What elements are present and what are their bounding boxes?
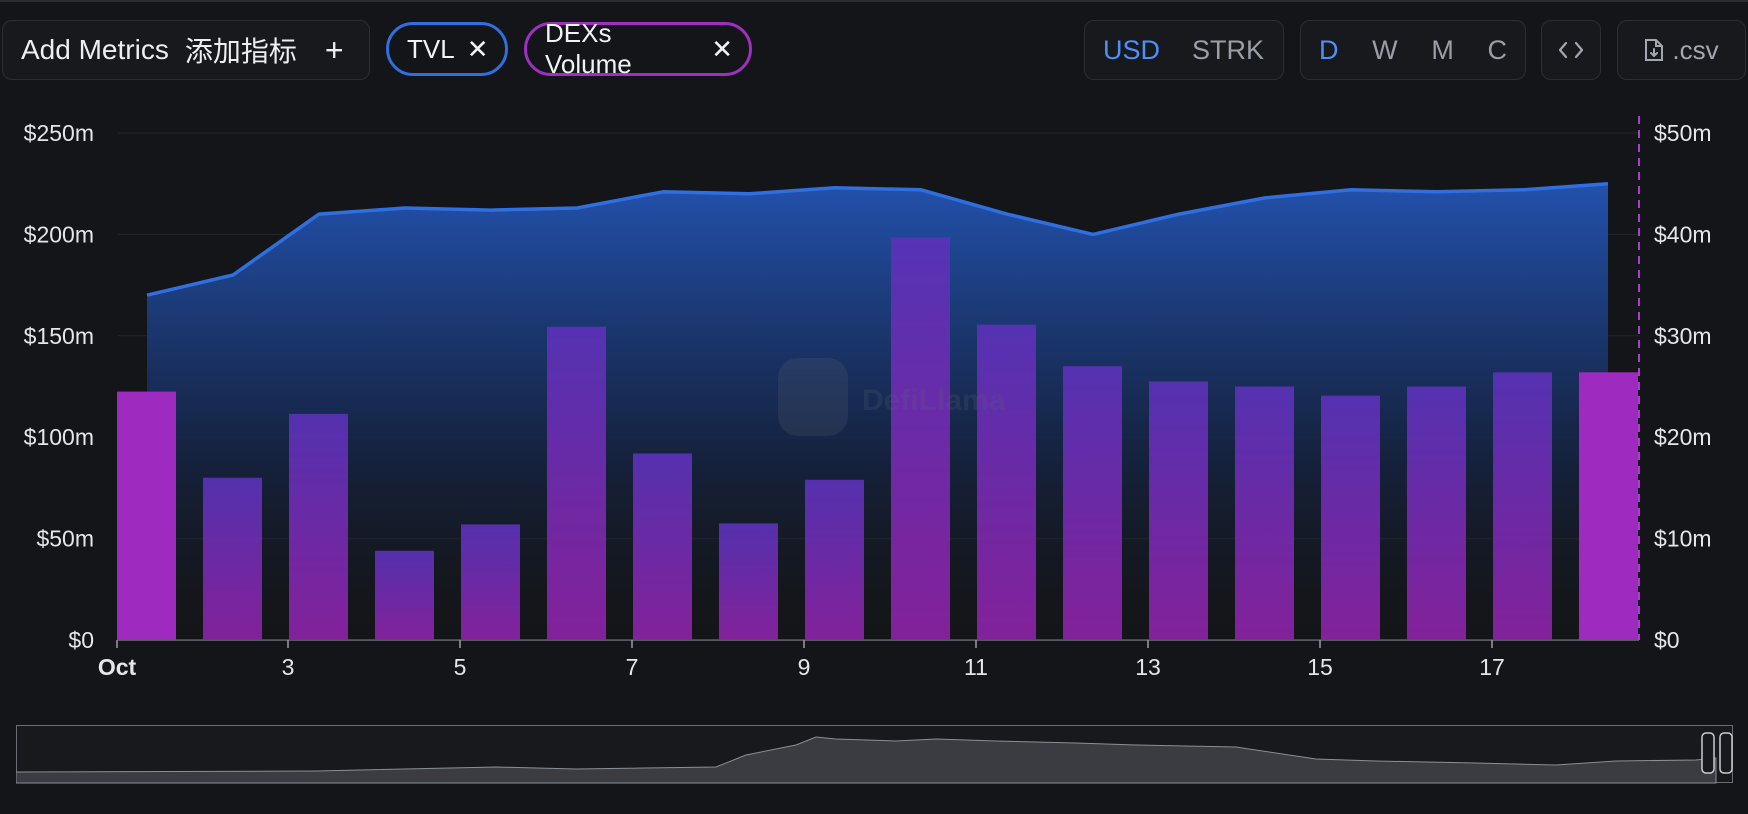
bar-oct-14 bbox=[1235, 386, 1294, 640]
download-file-icon bbox=[1645, 39, 1664, 61]
bar-oct-9 bbox=[805, 479, 864, 640]
right-tick-label: $10m bbox=[1654, 526, 1712, 552]
bar-oct-15 bbox=[1321, 395, 1380, 640]
bar-oct-3 bbox=[289, 413, 348, 640]
right-tick-label: $20m bbox=[1654, 424, 1712, 450]
code-icon bbox=[1558, 41, 1584, 59]
bar-oct-1 bbox=[117, 391, 176, 640]
right-tick-label: $0 bbox=[1654, 627, 1680, 653]
x-tick-label: 5 bbox=[454, 654, 467, 680]
navigator-sparkline bbox=[16, 736, 1717, 784]
left-tick-label: $250m bbox=[24, 120, 94, 146]
metric-pill-label: DEXs Volume bbox=[545, 18, 632, 79]
close-icon[interactable]: ✕ bbox=[711, 34, 733, 64]
bar-oct-6 bbox=[547, 326, 606, 640]
x-axis: Oct 3 5 7 9 11 13 15 17 bbox=[98, 640, 1505, 680]
bar-oct-12 bbox=[1063, 366, 1122, 640]
x-tick-label: 7 bbox=[626, 654, 639, 680]
period-cumulative-option[interactable]: C bbox=[1487, 34, 1508, 65]
bar-oct-4 bbox=[375, 550, 434, 640]
left-tick-label: $50m bbox=[36, 526, 94, 552]
left-axis: $0 $50m $100m $150m $200m $250m bbox=[24, 120, 94, 653]
x-tick-label: 13 bbox=[1135, 654, 1161, 680]
x-tick-label: 3 bbox=[282, 654, 295, 680]
left-tick-label: $200m bbox=[24, 221, 94, 247]
x-tick-label: 9 bbox=[798, 654, 811, 680]
metric-pill-label: TVL bbox=[407, 33, 455, 64]
bar-oct-10 bbox=[891, 237, 950, 640]
period-week-option[interactable]: W bbox=[1372, 34, 1398, 65]
metric-pill-tvl[interactable]: TVL ✕ bbox=[386, 22, 508, 76]
add-metrics-button[interactable]: Add Metrics 添加指标 + bbox=[2, 20, 370, 80]
period-toggle: D W M C bbox=[1300, 20, 1526, 80]
bar-oct-17 bbox=[1493, 372, 1552, 640]
bar-oct-11 bbox=[977, 324, 1036, 640]
watermark-logo: DefiLlama bbox=[778, 358, 1006, 436]
plus-icon: + bbox=[324, 31, 344, 68]
left-tick-label: $150m bbox=[24, 323, 94, 349]
currency-toggle: USD STRK bbox=[1084, 20, 1284, 80]
add-metrics-cn-label: 添加指标 bbox=[184, 36, 297, 67]
dex-volume-bars bbox=[117, 237, 1638, 640]
metric-pill-dex-volume[interactable]: DEXs Volume ✕ bbox=[524, 18, 752, 79]
bar-oct-5 bbox=[461, 524, 520, 640]
range-handle-left[interactable] bbox=[1701, 732, 1715, 774]
range-navigator[interactable] bbox=[16, 725, 1736, 785]
svg-text:DefiLlama: DefiLlama bbox=[862, 384, 1006, 417]
main-chart: DefiLlama $0$50m$100m$150m$200m$250m $0$… bbox=[24, 116, 1712, 680]
bar-oct-18 bbox=[1579, 372, 1638, 640]
x-tick-label: Oct bbox=[98, 654, 137, 680]
x-tick-label: 11 bbox=[964, 654, 988, 680]
bar-oct-13 bbox=[1149, 381, 1208, 640]
left-tick-label: $100m bbox=[24, 424, 94, 450]
period-day-option[interactable]: D bbox=[1319, 34, 1339, 65]
right-axis: $0 $10m $20m $30m $40m $50m bbox=[1654, 120, 1712, 653]
tvl-line bbox=[146, 181, 1609, 297]
top-border bbox=[0, 0, 1748, 2]
bar-oct-16 bbox=[1407, 386, 1466, 640]
embed-button[interactable] bbox=[1541, 20, 1601, 80]
period-month-option[interactable]: M bbox=[1431, 34, 1454, 65]
close-icon[interactable]: ✕ bbox=[466, 34, 489, 64]
download-csv-button[interactable]: .csv bbox=[1617, 20, 1746, 80]
x-tick-label: 15 bbox=[1307, 654, 1333, 680]
currency-strk-option[interactable]: STRK bbox=[1192, 34, 1265, 65]
bar-oct-7 bbox=[633, 453, 692, 640]
range-handle-right[interactable] bbox=[1719, 732, 1733, 774]
add-metrics-label: Add Metrics bbox=[21, 34, 169, 65]
bar-oct-2 bbox=[203, 477, 262, 640]
right-tick-label: $50m bbox=[1654, 120, 1712, 146]
left-tick-label: $0 bbox=[68, 627, 94, 653]
right-tick-label: $30m bbox=[1654, 323, 1712, 349]
x-tick-label: 17 bbox=[1479, 654, 1505, 680]
right-tick-label: $40m bbox=[1654, 221, 1712, 247]
currency-usd-option[interactable]: USD bbox=[1103, 34, 1161, 65]
csv-label: .csv bbox=[1672, 34, 1719, 65]
bar-oct-8 bbox=[719, 523, 778, 640]
